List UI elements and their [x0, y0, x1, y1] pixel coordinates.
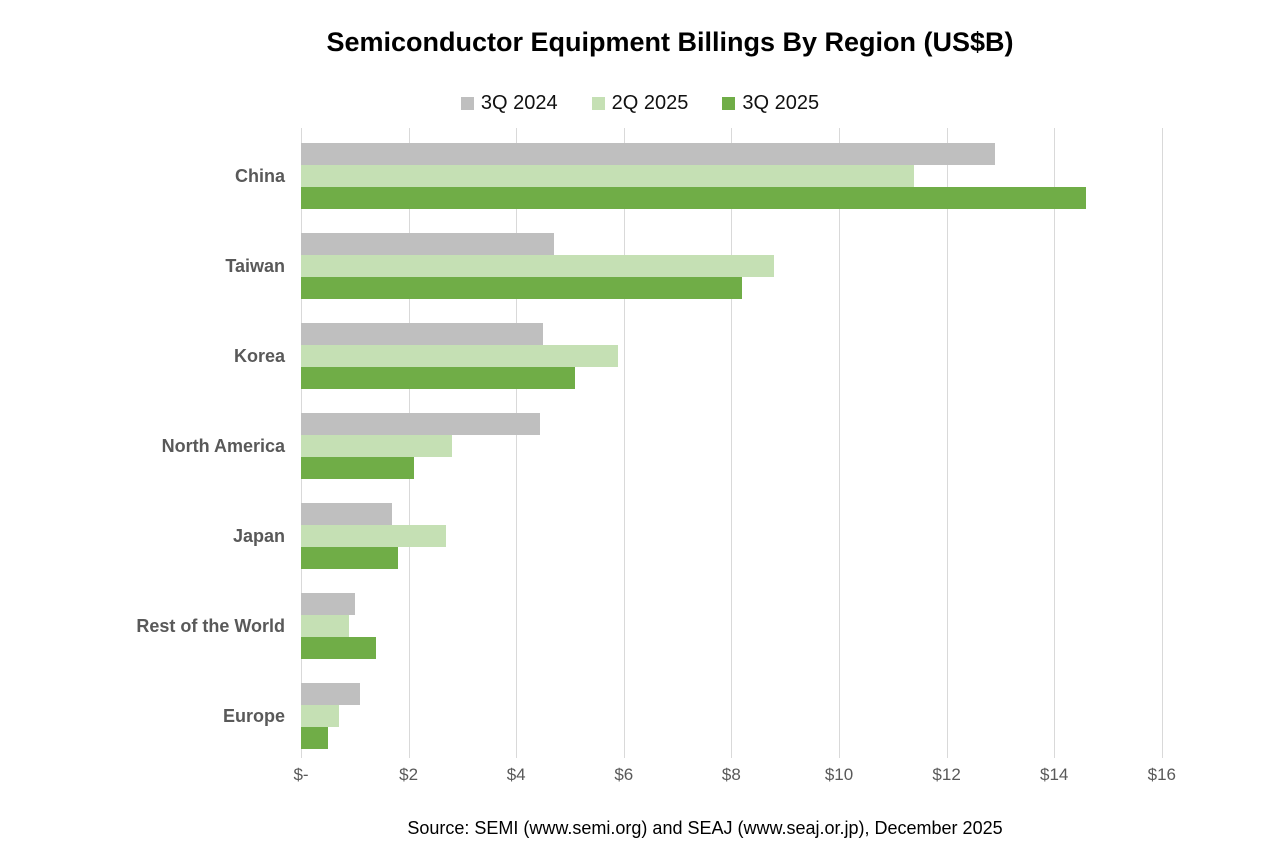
bar [301, 233, 554, 255]
bar [301, 727, 328, 749]
legend-label: 3Q 2025 [742, 92, 820, 114]
bar [301, 435, 452, 457]
bar-group [301, 413, 1181, 479]
x-tick-label: $2 [399, 765, 419, 784]
bar [301, 547, 398, 569]
gridline [1054, 128, 1056, 758]
chart-title: Semiconductor Equipment Billings By Regi… [326, 27, 1014, 57]
x-tick-label: $14 [1040, 765, 1069, 784]
x-tick-label: $6 [614, 765, 634, 784]
x-tick-label: $8 [721, 765, 741, 784]
bar [301, 255, 775, 277]
category-labels: China Taiwan Korea North America Japan Rest o… [0, 128, 285, 758]
bar [301, 165, 915, 187]
bar [301, 683, 361, 705]
legend-item: 3Q 2025 [722, 92, 819, 115]
legend-item: 3Q 2024 [460, 92, 558, 115]
bar-group [301, 593, 1181, 659]
legend-swatch [722, 97, 736, 110]
legend: 3Q 2024 2Q 2025 3Q 2025 [0, 92, 1280, 115]
plot-area [301, 128, 1181, 758]
x-tick-label: $4 [506, 765, 526, 784]
x-axis: $- $2 $4 $6 $8 $10 $12 $14 $16 [293, 765, 1181, 789]
bar [301, 457, 414, 479]
bar [301, 593, 355, 615]
category-label: Japan [232, 526, 285, 546]
bar-group [301, 143, 1181, 209]
bar [301, 277, 743, 299]
bar [301, 525, 447, 547]
category-label: Korea [233, 346, 285, 366]
legend-swatch [460, 97, 474, 110]
x-tick-label: $16 [1147, 765, 1176, 784]
bar [301, 143, 996, 165]
gridline [516, 128, 518, 758]
bar [301, 705, 339, 727]
bar [301, 187, 1087, 209]
bar [301, 323, 544, 345]
category-label: North America [161, 436, 285, 456]
bar [301, 367, 576, 389]
legend-label: 2Q 2025 [611, 92, 689, 114]
category-label: Europe [222, 706, 285, 726]
source-note: Source: SEMI (www.semi.org) and SEAJ (ww… [407, 818, 1003, 838]
category-label: China [234, 166, 285, 186]
legend-swatch [591, 97, 605, 110]
gridline [839, 128, 840, 758]
x-tick-label: $- [293, 765, 309, 784]
bar [301, 413, 541, 435]
legend-item: 2Q 2025 [591, 92, 689, 115]
x-tick-label: $12 [932, 765, 961, 784]
bar-group [301, 233, 1181, 299]
bar [301, 637, 377, 659]
bar [301, 503, 393, 525]
gridline [623, 128, 625, 758]
bar-group [301, 323, 1181, 389]
legend-label: 3Q 2024 [480, 92, 558, 114]
bar-group [301, 683, 1181, 749]
bar [301, 345, 619, 367]
gridline [1161, 128, 1163, 758]
gridline [946, 128, 948, 758]
x-tick-label: $10 [824, 765, 854, 784]
category-label: Taiwan [225, 256, 285, 276]
chart-area: China Taiwan Korea North America Japan Rest o… [0, 128, 1181, 789]
bar [301, 615, 350, 637]
category-label: Rest of the World [136, 616, 285, 636]
bar-group [301, 503, 1181, 569]
gridline [731, 128, 733, 758]
